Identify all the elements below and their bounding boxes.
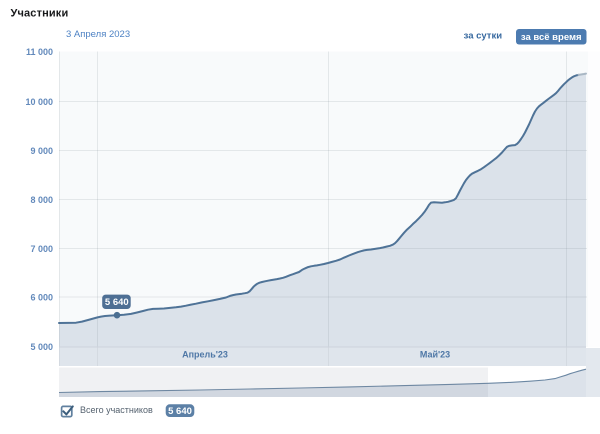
svg-text:8 000: 8 000 bbox=[30, 195, 53, 205]
svg-text:Апрель'23: Апрель'23 bbox=[182, 349, 228, 359]
svg-text:6 000: 6 000 bbox=[30, 293, 53, 303]
svg-text:Участники: Участники bbox=[11, 8, 69, 20]
svg-text:11 000: 11 000 bbox=[26, 47, 53, 57]
svg-text:5 640: 5 640 bbox=[168, 406, 192, 417]
svg-text:за сутки: за сутки bbox=[464, 30, 503, 41]
svg-text:5 640: 5 640 bbox=[105, 297, 129, 308]
svg-text:7 000: 7 000 bbox=[30, 244, 53, 254]
svg-text:9 000: 9 000 bbox=[30, 146, 53, 156]
svg-text:Май'23: Май'23 bbox=[420, 349, 450, 359]
svg-text:5 000: 5 000 bbox=[30, 342, 53, 352]
svg-text:10 000: 10 000 bbox=[25, 97, 53, 107]
svg-text:3 Апреля 2023: 3 Апреля 2023 bbox=[66, 29, 130, 40]
svg-text:Всего участников: Всего участников bbox=[80, 405, 153, 415]
svg-text:за всё время: за всё время bbox=[521, 32, 582, 43]
